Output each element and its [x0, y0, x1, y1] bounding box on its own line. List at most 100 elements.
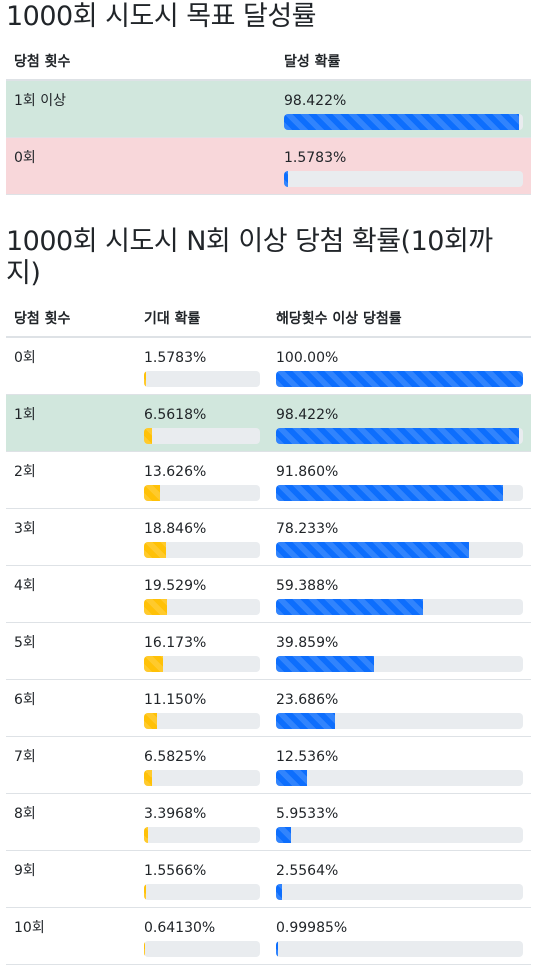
cumulative-prob-cell: 59.388% [268, 565, 531, 623]
table-header-row: 당첨 횟수 기대 확률 해당횟수 이상 당첨률 [6, 299, 531, 338]
cumulative-prob-cell: 2.5564% [268, 850, 531, 908]
cumulative-prob-cell: 91.860% [268, 451, 531, 509]
expected-prob-bar [144, 770, 260, 786]
cumulative-prob-bar [276, 827, 523, 843]
expected-prob-cell: 19.529% [136, 565, 268, 623]
win-count-cell: 5회 [6, 622, 136, 680]
win-count-cell: 1회 [6, 394, 136, 452]
cumulative-prob-cell: 100.00% [268, 337, 531, 395]
win-count-label: 2회 [14, 464, 36, 480]
win-count-cell: 4회 [6, 565, 136, 623]
header-cumulative-prob: 해당횟수 이상 당첨률 [268, 299, 531, 338]
achieve-prob-bar [284, 114, 523, 130]
cumulative-prob-cell: 98.422% [268, 394, 531, 452]
cumulative-prob-value: 39.859% [276, 635, 339, 651]
expected-prob-bar-fill [144, 827, 148, 843]
expected-prob-value: 19.529% [144, 578, 207, 594]
table-row: 1회 6.5618% 98.422% [6, 394, 531, 452]
expected-prob-cell: 13.626% [136, 451, 268, 509]
cumulative-prob-cell: 0.99985% [268, 907, 531, 965]
cumulative-prob-value: 2.5564% [276, 863, 339, 879]
achieve-prob-cell: 98.422% [276, 80, 531, 138]
table-row: 5회 16.173% 39.859% [6, 622, 531, 680]
expected-prob-value: 18.846% [144, 521, 207, 537]
cumulative-prob-bar-fill [276, 428, 520, 444]
cumulative-prob-bar [276, 542, 523, 558]
expected-prob-bar-fill [144, 485, 160, 501]
table-row: 0회 1.5783% 100.00% [6, 337, 531, 395]
cumulative-prob-bar [276, 428, 523, 444]
expected-prob-bar [144, 428, 260, 444]
expected-prob-cell: 6.5618% [136, 394, 268, 452]
win-count-label: 9회 [14, 863, 36, 879]
expected-prob-cell: 6.5825% [136, 736, 268, 794]
cumulative-prob-value: 59.388% [276, 578, 339, 594]
cumulative-prob-bar-fill [276, 599, 423, 615]
cumulative-prob-bar [276, 599, 523, 615]
expected-prob-value: 11.150% [144, 692, 207, 708]
cumulative-prob-bar-fill [276, 941, 279, 957]
table-row: 7회 6.5825% 12.536% [6, 736, 531, 794]
win-count-label: 1회 이상 [14, 93, 66, 109]
header-expected-prob: 기대 확률 [136, 299, 268, 338]
table-header-row: 당첨 횟수 달성 확률 [6, 42, 531, 81]
achieve-prob-cell: 1.5783% [276, 137, 531, 195]
cumulative-prob-bar [276, 941, 523, 957]
cumulative-prob-cell: 39.859% [268, 622, 531, 680]
achieve-prob-bar [284, 171, 523, 187]
achieve-prob-value: 1.5783% [284, 150, 347, 166]
cumulative-prob-bar-fill [276, 656, 375, 672]
cumulative-prob-cell: 78.233% [268, 508, 531, 566]
cumulative-prob-bar-fill [276, 770, 307, 786]
goal-rate-title: 1000회 시도시 목표 달성률 [6, 1, 317, 32]
expected-prob-cell: 1.5783% [136, 337, 268, 395]
expected-prob-bar-fill [144, 599, 167, 615]
win-count-cell: 2회 [6, 451, 136, 509]
table-row: 0회 1.5783% [6, 137, 531, 195]
table-row: 1회 이상 98.422% [6, 80, 531, 138]
expected-prob-bar-fill [144, 713, 157, 729]
cumulative-prob-value: 23.686% [276, 692, 339, 708]
table-row: 10회 0.64130% 0.99985% [6, 907, 531, 965]
expected-prob-value: 0.64130% [144, 920, 216, 936]
win-count-cell: 8회 [6, 793, 136, 851]
expected-prob-cell: 16.173% [136, 622, 268, 680]
expected-prob-bar [144, 884, 260, 900]
expected-prob-bar [144, 485, 260, 501]
win-count-cell: 0회 [6, 137, 276, 195]
cumulative-prob-bar-fill [276, 827, 291, 843]
expected-prob-bar [144, 827, 260, 843]
win-count-label: 6회 [14, 692, 36, 708]
expected-prob-value: 1.5566% [144, 863, 207, 879]
expected-prob-value: 3.3968% [144, 806, 207, 822]
header-win-count: 당첨 횟수 [6, 42, 276, 81]
win-count-label: 0회 [14, 150, 36, 166]
win-count-label: 1회 [14, 407, 36, 423]
win-count-cell: 1회 이상 [6, 80, 276, 138]
cumulative-prob-value: 5.9533% [276, 806, 339, 822]
expected-prob-value: 13.626% [144, 464, 207, 480]
cumulative-prob-value: 91.860% [276, 464, 339, 480]
cumulative-prob-bar-fill [276, 485, 503, 501]
cumulative-prob-value: 12.536% [276, 749, 339, 765]
expected-prob-bar-fill [144, 428, 152, 444]
cumulative-prob-bar-fill [276, 713, 335, 729]
expected-prob-cell: 18.846% [136, 508, 268, 566]
expected-prob-bar [144, 941, 260, 957]
expected-prob-value: 16.173% [144, 635, 207, 651]
cumulative-prob-cell: 23.686% [268, 679, 531, 737]
expected-prob-bar-fill [144, 941, 145, 957]
table-row: 6회 11.150% 23.686% [6, 679, 531, 737]
expected-prob-bar [144, 713, 260, 729]
win-count-cell: 3회 [6, 508, 136, 566]
n-or-more-table: 당첨 횟수 기대 확률 해당횟수 이상 당첨률 0회 1.5783% 100.00%… [6, 299, 531, 965]
win-count-label: 0회 [14, 350, 36, 366]
achieve-prob-value: 98.422% [284, 93, 347, 109]
header-win-count: 당첨 횟수 [6, 299, 136, 338]
win-count-label: 4회 [14, 578, 36, 594]
cumulative-prob-bar [276, 770, 523, 786]
win-count-cell: 0회 [6, 337, 136, 395]
n-or-more-title: 1000회 시도시 N회 이상 당첨 확률(10회까지) [6, 226, 493, 289]
expected-prob-cell: 3.3968% [136, 793, 268, 851]
expected-prob-bar [144, 542, 260, 558]
